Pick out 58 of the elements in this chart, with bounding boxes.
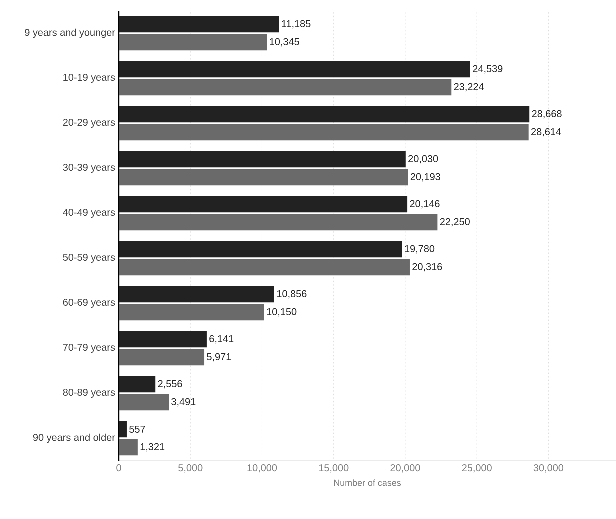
y-tick-label: 9 years and younger <box>25 28 116 38</box>
data-label: 19,780 <box>405 245 435 254</box>
x-tick-label: 30,000 <box>534 464 564 473</box>
x-tick-label: 5,000 <box>178 464 203 473</box>
y-tick-label: 10-19 years <box>64 74 116 84</box>
data-label: 557 <box>130 426 146 433</box>
x-tick-label: 15,000 <box>319 464 349 473</box>
data-label: 20,193 <box>410 173 440 182</box>
data-label: 28,614 <box>532 128 562 137</box>
data-label: 22,250 <box>440 218 470 227</box>
bar <box>119 34 268 51</box>
data-label: 1,321 <box>140 443 165 452</box>
y-tick-label: 20-29 years <box>63 118 116 128</box>
y-tick-label: 50-59 years <box>63 254 116 264</box>
bar <box>119 16 280 33</box>
y-tick-label: 40-49 years <box>63 208 116 218</box>
data-label: 24,539 <box>473 65 503 74</box>
bar <box>119 286 274 303</box>
x-tick-label: 10,000 <box>248 464 278 473</box>
bar <box>119 376 156 393</box>
x-tick-label: 25,000 <box>462 464 492 473</box>
bar <box>119 421 127 438</box>
bar <box>119 349 205 366</box>
bar <box>119 79 452 96</box>
bar <box>119 394 170 411</box>
data-label: 20,030 <box>408 155 438 164</box>
y-tick-label: 60-69 years <box>63 298 116 308</box>
bar <box>119 439 138 456</box>
bar <box>119 124 529 141</box>
data-label: 6,141 <box>210 335 234 344</box>
bar <box>119 106 530 123</box>
data-label: 10,856 <box>277 290 307 299</box>
data-label: 20,146 <box>410 200 440 209</box>
bar <box>119 331 207 348</box>
x-axis-title: Number of cases <box>334 480 402 486</box>
bar <box>119 214 438 231</box>
data-label: 2,556 <box>158 380 182 389</box>
bar <box>119 259 410 276</box>
x-tick-label: 20,000 <box>390 464 420 473</box>
y-tick-label: 80-89 years <box>63 388 116 398</box>
data-label: 28,668 <box>532 110 562 119</box>
data-label: 5,971 <box>207 353 232 362</box>
bar <box>119 169 408 186</box>
data-label: 11,185 <box>282 20 311 29</box>
data-label: 23,224 <box>454 83 484 92</box>
y-tick-label: 30-39 years <box>63 164 116 174</box>
data-label: 20,316 <box>412 263 442 272</box>
bar <box>119 196 408 213</box>
x-tick-label: 0 <box>116 464 122 472</box>
bar <box>119 151 406 168</box>
y-tick-label: 90 years and older <box>33 434 116 444</box>
data-label: 3,491 <box>172 398 196 407</box>
data-label: 10,150 <box>267 308 297 317</box>
bar <box>119 241 402 258</box>
y-tick-label: 70-79 years <box>63 344 116 354</box>
data-label: 10,345 <box>270 38 300 47</box>
bar <box>119 304 264 321</box>
bar <box>119 61 470 78</box>
